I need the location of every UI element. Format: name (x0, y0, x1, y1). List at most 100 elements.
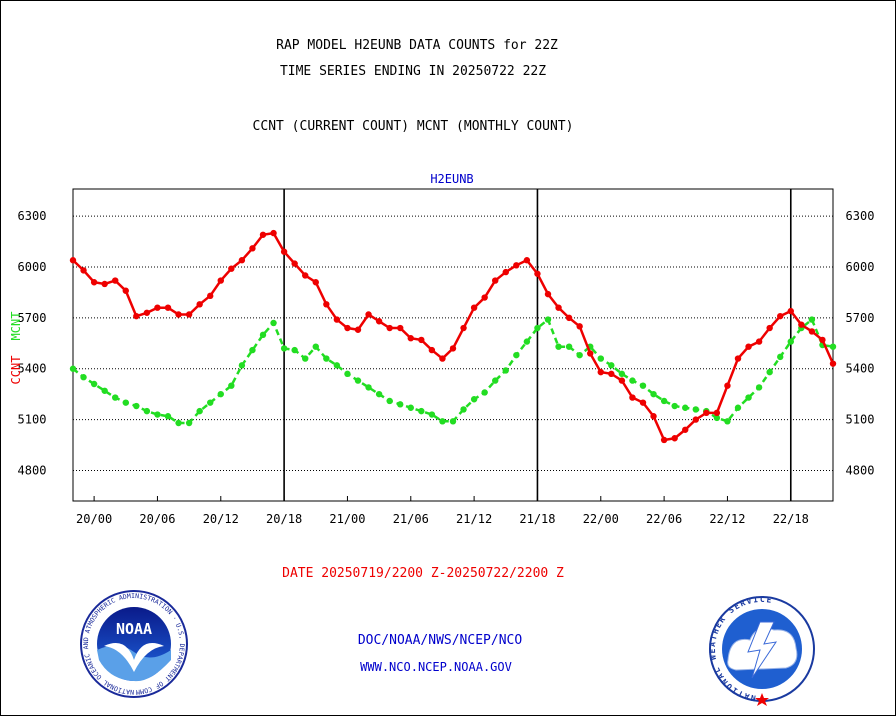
data-point-mcnt (629, 377, 636, 384)
data-point-ccnt (703, 409, 710, 417)
data-point-mcnt (175, 419, 182, 427)
x-tick-label: 21/06 (393, 512, 429, 526)
x-tick-label: 22/12 (709, 512, 745, 526)
x-tick-label: 21/18 (519, 512, 555, 526)
data-point-mcnt (164, 413, 172, 420)
data-point-mcnt (449, 418, 457, 425)
data-point-ccnt (692, 416, 699, 423)
data-point-ccnt (734, 355, 742, 362)
data-point-mcnt (259, 331, 267, 339)
data-point-ccnt (713, 409, 721, 417)
data-point-ccnt (608, 370, 615, 378)
date-range-label: DATE 20250719/2200 Z-20250722/2200 Z (282, 566, 564, 581)
data-point-ccnt (323, 301, 330, 308)
data-point-ccnt (90, 279, 98, 286)
data-point-ccnt (154, 304, 161, 311)
data-point-ccnt (418, 336, 425, 344)
data-point-ccnt (502, 268, 509, 276)
data-point-mcnt (576, 351, 583, 359)
data-point-mcnt (481, 389, 488, 396)
data-point-ccnt (449, 345, 457, 352)
y-tick-label-right: 6300 (846, 209, 875, 223)
data-point-ccnt (228, 265, 235, 272)
data-point-mcnt (787, 338, 794, 345)
chart-subtitle-time-series: TIME SERIES ENDING IN 20250722 22Z (279, 64, 547, 79)
data-point-mcnt (217, 390, 224, 398)
data-point-mcnt (228, 382, 235, 389)
data-point-mcnt (682, 404, 689, 411)
data-point-ccnt (217, 277, 224, 284)
data-point-ccnt (555, 304, 562, 311)
data-point-ccnt (101, 280, 108, 288)
y-tick-label-right: 6000 (846, 260, 875, 274)
y-tick-label-right: 5100 (846, 413, 875, 427)
data-point-ccnt (544, 290, 552, 298)
data-point-mcnt (249, 346, 256, 354)
data-point-ccnt (69, 257, 77, 264)
data-point-ccnt (238, 257, 246, 264)
data-point-ccnt (122, 287, 129, 294)
data-point-mcnt (154, 411, 161, 418)
data-point-mcnt (608, 362, 615, 369)
data-point-mcnt (397, 401, 404, 408)
website-link[interactable]: WWW.NCO.NCEP.NOAA.GOV (360, 660, 512, 674)
x-tick-label: 20/06 (139, 512, 175, 526)
y-tick-label-left: 5700 (18, 311, 47, 325)
data-point-ccnt (175, 311, 182, 318)
data-point-mcnt (713, 414, 721, 422)
data-point-ccnt (597, 368, 604, 376)
data-point-mcnt (280, 345, 288, 352)
y-tick-label-left: 5400 (18, 362, 47, 376)
data-point-ccnt (798, 321, 805, 328)
data-point-mcnt (523, 338, 531, 345)
data-point-mcnt (692, 406, 699, 413)
data-point-ccnt (365, 311, 372, 318)
y-tick-label-right: 5400 (846, 362, 875, 376)
data-point-mcnt (418, 407, 425, 415)
data-point-mcnt (196, 407, 203, 415)
data-point-mcnt (808, 316, 816, 323)
data-point-ccnt (280, 248, 288, 255)
data-point-ccnt (344, 324, 351, 332)
data-point-ccnt (481, 294, 488, 301)
data-point-mcnt (238, 362, 246, 369)
data-point-ccnt (386, 324, 393, 332)
data-point-mcnt (777, 353, 784, 361)
data-point-ccnt (724, 382, 731, 389)
data-point-ccnt (249, 245, 256, 252)
data-point-ccnt (460, 324, 467, 332)
data-point-ccnt (333, 316, 341, 323)
data-point-ccnt (80, 267, 87, 274)
data-point-ccnt (534, 270, 541, 277)
data-point-mcnt (344, 370, 351, 378)
data-point-mcnt (333, 362, 341, 369)
chart-title: RAP MODEL H2EUNB DATA COUNTS for 22Z (276, 38, 558, 53)
data-point-mcnt (639, 382, 647, 389)
data-point-mcnt (143, 407, 151, 415)
y-tick-label-right: 5700 (846, 311, 875, 325)
data-point-mcnt (618, 370, 626, 378)
data-point-mcnt (460, 406, 467, 413)
data-point-mcnt (829, 343, 837, 350)
data-point-ccnt (576, 323, 583, 330)
data-point-mcnt (502, 367, 509, 374)
data-point-mcnt (133, 402, 140, 410)
y-tick-label-left: 6000 (18, 260, 47, 274)
data-point-mcnt (650, 390, 657, 398)
data-point-mcnt (80, 374, 87, 381)
data-point-mcnt (101, 387, 108, 394)
data-point-mcnt (90, 380, 98, 388)
data-point-ccnt (133, 312, 140, 320)
data-point-ccnt (428, 346, 436, 354)
data-point-mcnt (492, 377, 499, 384)
data-point-mcnt (112, 394, 119, 401)
data-point-mcnt (323, 355, 330, 362)
data-point-ccnt (639, 399, 647, 406)
data-point-ccnt (523, 257, 531, 264)
data-point-ccnt (682, 426, 689, 433)
data-point-mcnt (544, 316, 552, 323)
data-point-ccnt (829, 360, 837, 367)
data-point-mcnt (597, 355, 604, 362)
data-point-ccnt (755, 338, 763, 345)
